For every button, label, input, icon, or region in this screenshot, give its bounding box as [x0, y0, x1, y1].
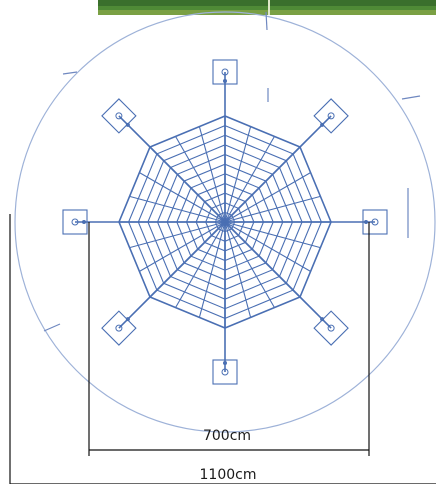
anchor-rope: [118, 115, 151, 148]
main-radial-rope: [149, 146, 226, 223]
sub-radial-rope: [139, 172, 226, 223]
sub-radial-rope: [198, 126, 226, 223]
sub-radial-rope: [175, 221, 226, 308]
dimension-700: [88, 222, 370, 456]
anchor-foundation: [62, 209, 88, 235]
anchor-rope: [299, 115, 332, 148]
main-radial-rope: [224, 221, 301, 298]
sub-radial-rope: [224, 172, 311, 223]
safety-area-circle: [14, 11, 436, 433]
sub-radial-rope: [139, 221, 226, 272]
dimension-1100: [9, 214, 436, 484]
anchor-foundation: [362, 209, 388, 235]
main-radial-rope: [224, 146, 301, 223]
anchor-foundation: [212, 359, 238, 385]
anchor-rope: [118, 296, 151, 329]
anchor-foundation: [212, 59, 238, 85]
circle-tick-marks: [43, 11, 421, 332]
sub-radial-rope: [198, 221, 226, 318]
sub-radial-rope: [129, 221, 226, 249]
grass-photo-strip: [98, 0, 436, 15]
sub-radial-rope: [224, 221, 252, 318]
sub-radial-rope: [224, 221, 275, 308]
dimension-label-700: 700cm: [202, 428, 252, 444]
sub-radial-rope: [175, 136, 226, 223]
dimension-label-1100: 1100cm: [199, 467, 257, 483]
main-radial-rope: [149, 221, 226, 298]
web-radial-ropes: [119, 116, 331, 328]
sub-radial-rope: [224, 195, 321, 223]
sub-radial-rope: [224, 221, 311, 272]
anchor-rope: [299, 296, 332, 329]
sub-radial-rope: [224, 126, 252, 223]
sub-radial-rope: [224, 221, 321, 249]
anchor-foundations: [62, 59, 388, 385]
sub-radial-rope: [224, 136, 275, 223]
sub-radial-rope: [129, 195, 226, 223]
